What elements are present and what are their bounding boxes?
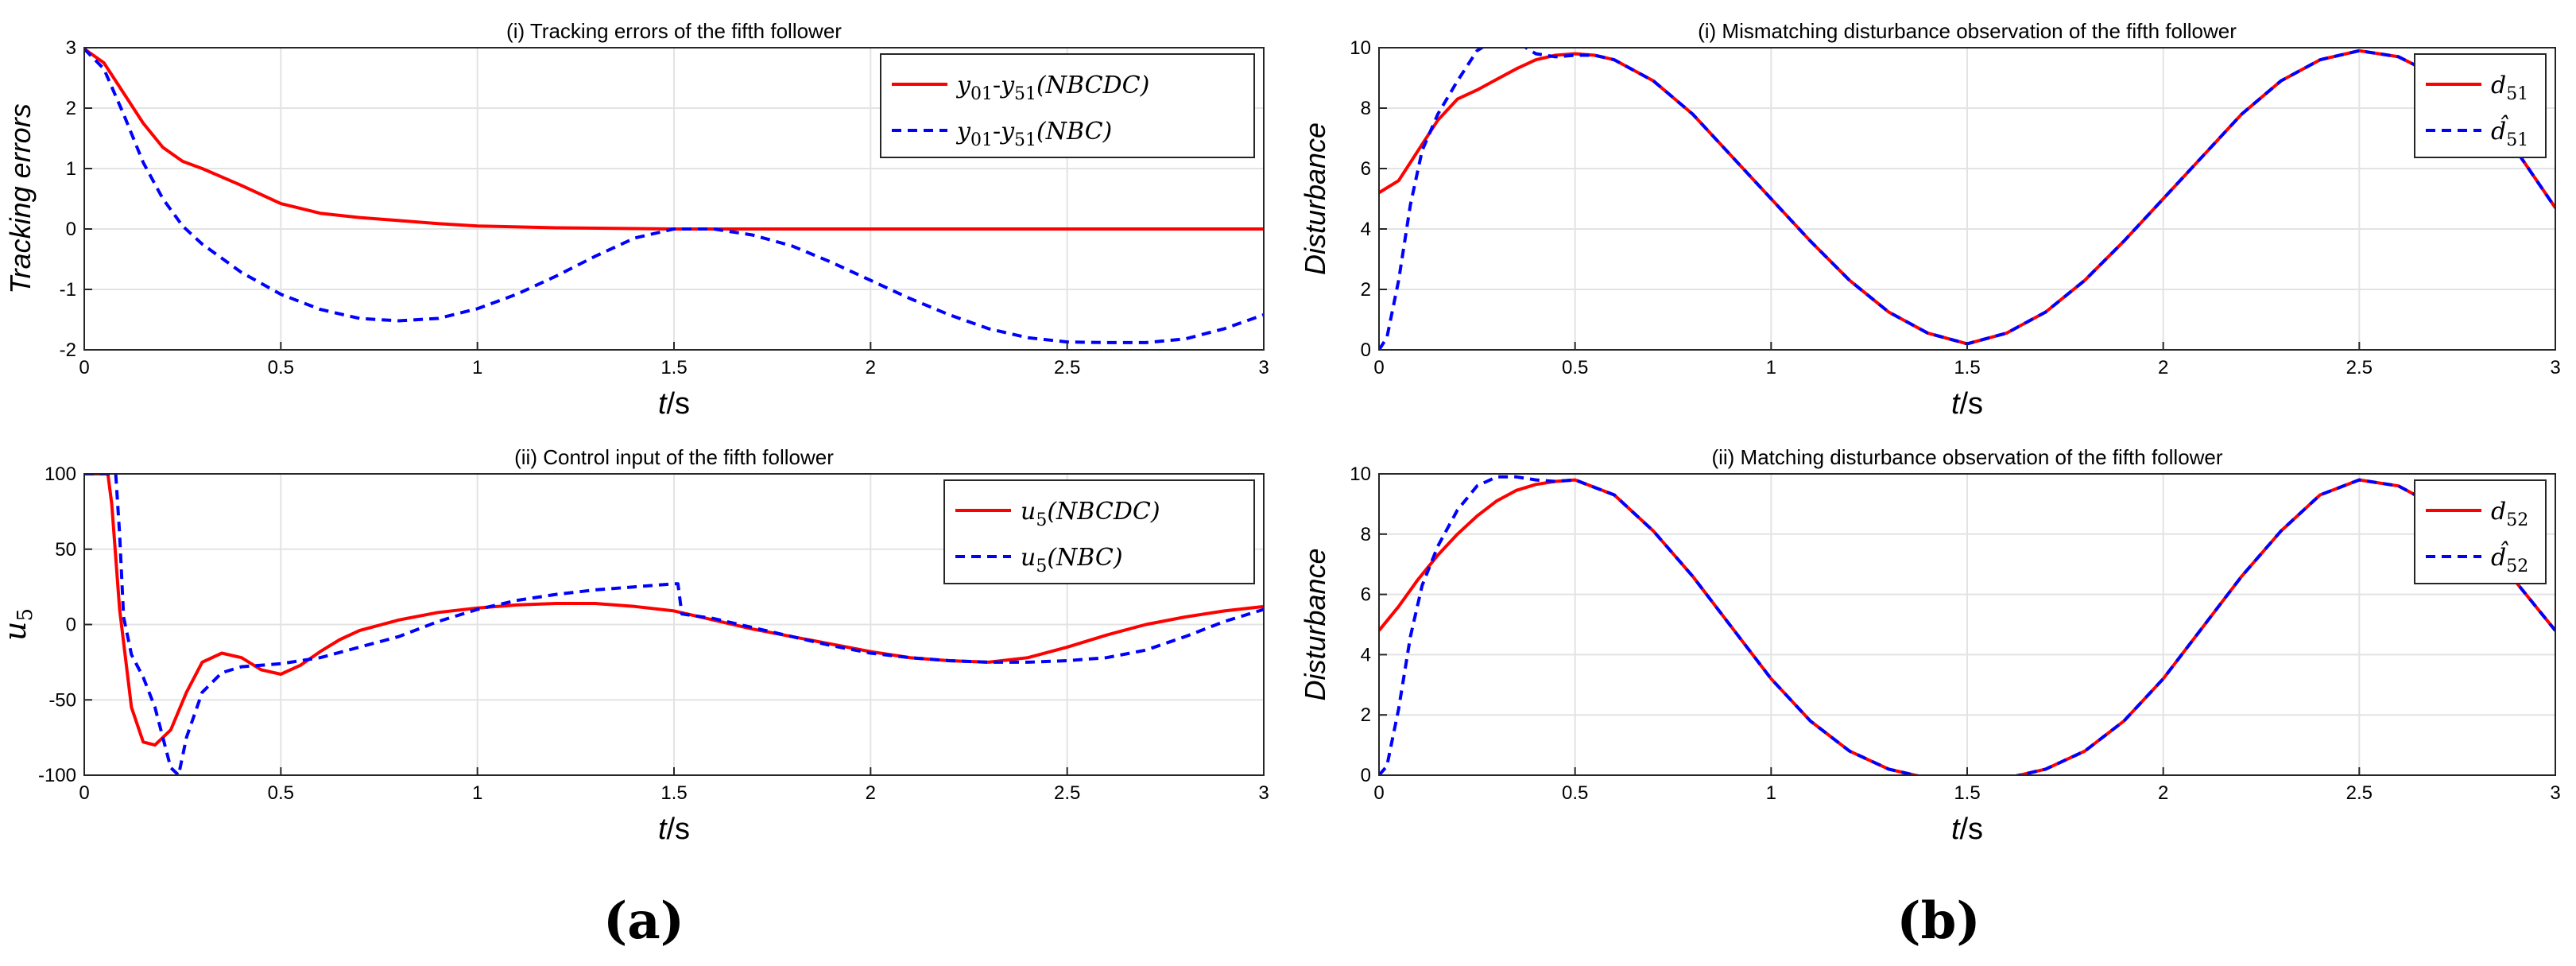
x-tick-label: 1 xyxy=(472,357,482,378)
chart-a1: 0 0.5 1 1.5 2 2.5 3 -2 -1 0 1 2 3 (i) Tracking errors… xyxy=(4,19,1269,421)
x-tick-label: 0 xyxy=(1373,357,1384,378)
x-tick-label: 2.5 xyxy=(1054,357,1080,378)
y-tick-label: 2 xyxy=(1361,704,1371,726)
y-tick-label: 0 xyxy=(1361,339,1371,361)
x-axis-label: t/s xyxy=(658,813,690,846)
y-tick-label: 2 xyxy=(66,98,76,119)
y-axis-label: Disturbance xyxy=(1299,548,1331,700)
chart-title: (i) Mismatching disturbance observation … xyxy=(1698,19,2237,43)
chart-title: (ii) Matching disturbance observation of… xyxy=(1711,445,2222,469)
y-tick-label: 0 xyxy=(1361,765,1371,786)
x-tick-label: 1.5 xyxy=(660,357,687,378)
x-tick-label: 2.5 xyxy=(1054,782,1080,804)
y-tick-label: 10 xyxy=(1350,37,1371,59)
y-tick-label: 4 xyxy=(1361,644,1371,665)
legend-box xyxy=(2414,53,2547,158)
y-tick-label: 0 xyxy=(66,615,76,636)
x-axis-label: t/s xyxy=(1951,387,1983,421)
x-tick-label: 1.5 xyxy=(660,782,687,804)
y-tick-label: 100 xyxy=(45,464,76,485)
legend: d51 d̂51 xyxy=(2414,53,2547,158)
legend-label: d̂51 xyxy=(2491,114,2528,150)
chart-b2: 0 0.5 1 1.5 2 2.5 3 0 2 4 6 8 10 (ii) Matching distur… xyxy=(1299,445,2561,846)
x-tick-label: 0.5 xyxy=(268,357,294,378)
x-tick-label: 1 xyxy=(1766,357,1776,378)
chart-b1: 0 0.5 1 1.5 2 2.5 3 0 2 4 6 8 10 (i) Mismatching dist… xyxy=(1299,19,2561,421)
y-tick-label: -50 xyxy=(48,689,76,711)
legend-label: d̂52 xyxy=(2491,541,2528,576)
y-tick-label: 6 xyxy=(1361,584,1371,606)
x-tick-label: 0.5 xyxy=(1562,782,1588,804)
y-tick-label: 3 xyxy=(66,37,76,59)
x-tick-label: 2.5 xyxy=(2346,357,2373,378)
x-tick-label: 2 xyxy=(866,357,876,378)
x-tick-label: 0 xyxy=(79,357,89,378)
legend-box xyxy=(880,53,1255,158)
y-tick-label: 4 xyxy=(1361,219,1371,240)
x-tick-label: 1.5 xyxy=(1954,357,1980,378)
legend-label: y01-y51(NBC) xyxy=(955,118,1112,150)
y-axis-label: Tracking errors xyxy=(4,103,37,293)
x-tick-label: 3 xyxy=(2550,357,2560,378)
chart-title: (i) Tracking errors of the fifth followe… xyxy=(506,19,842,43)
series-line-2 xyxy=(1379,475,2555,775)
x-tick-label: 0 xyxy=(1373,782,1384,804)
x-tick-label: 0 xyxy=(79,782,89,804)
x-tick-label: 0.5 xyxy=(268,782,294,804)
x-tick-label: 2 xyxy=(866,782,876,804)
y-tick-label: 8 xyxy=(1361,98,1371,119)
y-tick-label: 2 xyxy=(1361,279,1371,301)
x-axis-label: t/s xyxy=(658,387,690,421)
legend-label: d52 xyxy=(2491,498,2528,530)
figure-label-b: (b) xyxy=(1896,891,1980,951)
y-tick-label: 1 xyxy=(66,158,76,180)
x-tick-label: 1 xyxy=(1766,782,1776,804)
y-tick-label: -1 xyxy=(60,279,76,301)
x-tick-label: 1 xyxy=(472,782,482,804)
x-tick-label: 3 xyxy=(1258,357,1269,378)
legend-label: u5(NBCDC) xyxy=(1021,498,1160,530)
x-tick-label: 3 xyxy=(2550,782,2560,804)
x-tick-label: 2 xyxy=(2158,357,2168,378)
y-tick-label: 10 xyxy=(1350,464,1371,485)
y-tick-label: 50 xyxy=(55,539,76,561)
y-tick-label: -2 xyxy=(60,339,76,361)
x-tick-label: 2 xyxy=(2158,782,2168,804)
x-tick-label: 0.5 xyxy=(1562,357,1588,378)
series-line-2 xyxy=(1379,48,2555,350)
y-tick-label: 8 xyxy=(1361,524,1371,545)
legend: d52 d̂52 xyxy=(2414,479,2547,584)
legend-label: u5(NBC) xyxy=(1021,544,1123,576)
series-line-2 xyxy=(84,474,1264,775)
legend: u5(NBCDC) u5(NBC) xyxy=(943,479,1255,584)
x-tick-label: 3 xyxy=(1258,782,1269,804)
x-tick-label: 1.5 xyxy=(1954,782,1980,804)
y-tick-label: 6 xyxy=(1361,158,1371,180)
y-tick-label: 0 xyxy=(66,219,76,240)
legend: y01-y51(NBCDC) y01-y51(NBC) xyxy=(880,53,1255,158)
x-tick-label: 2.5 xyxy=(2346,782,2373,804)
y-tick-label: -100 xyxy=(38,765,76,786)
legend-box xyxy=(2414,479,2547,584)
figure-label-a: (a) xyxy=(603,891,684,951)
legend-box xyxy=(943,479,1255,584)
chart-title: (ii) Control input of the fifth follower xyxy=(514,445,834,469)
y-axis-label: Disturbance xyxy=(1299,122,1331,275)
x-axis-label: t/s xyxy=(1951,813,1983,846)
chart-a2: 0 0.5 1 1.5 2 2.5 3 -100 -50 0 50 100 (ii) Control i… xyxy=(0,445,1269,846)
legend-label: y01-y51(NBCDC) xyxy=(955,72,1149,104)
series-line-2 xyxy=(84,48,1264,344)
legend-label: d51 xyxy=(2491,72,2528,104)
y-axis-label: u5 xyxy=(0,608,37,641)
